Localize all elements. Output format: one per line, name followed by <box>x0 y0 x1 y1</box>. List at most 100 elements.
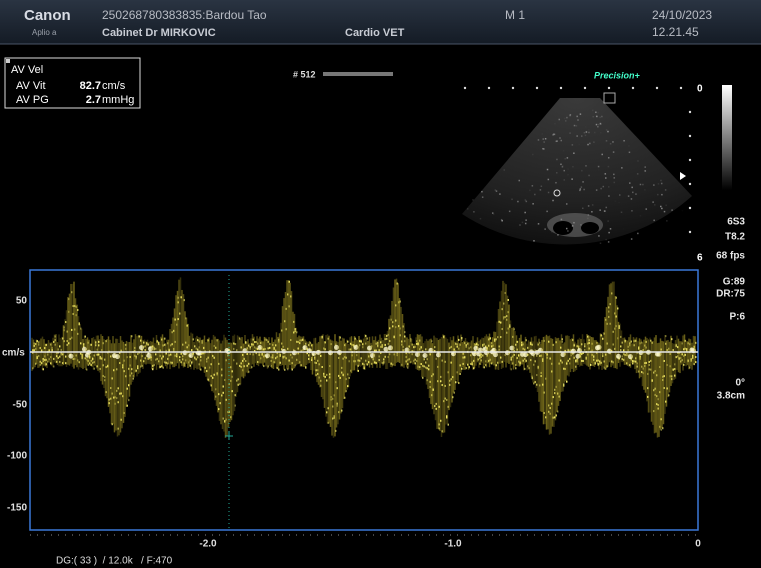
spectrum-speck <box>126 387 128 390</box>
spectrum-speck <box>539 354 541 357</box>
spectrum-speck <box>531 377 533 380</box>
spectrum-speck <box>99 357 101 360</box>
spectrum-speck <box>434 346 436 349</box>
spectrum-speck <box>195 358 197 361</box>
spectrum-speck <box>474 349 476 352</box>
speckle <box>607 157 610 159</box>
spectrum-speck <box>420 346 422 349</box>
spectrum-speck <box>563 383 565 386</box>
spectrum-speck <box>191 349 193 352</box>
spectrum-speck <box>53 365 55 368</box>
measurement-box <box>4 57 141 109</box>
spectrum-speck <box>656 395 658 398</box>
spectrum-speck <box>380 341 382 344</box>
spectrum-speck <box>351 343 353 346</box>
spectrum-speck <box>318 376 320 379</box>
spectrum-speck <box>537 367 539 370</box>
spectrum-speck <box>411 343 413 346</box>
spectrum-speck <box>156 357 158 360</box>
spectrum-speck <box>165 352 167 355</box>
spectrum-speck <box>506 318 508 321</box>
spectrum-bright <box>493 352 498 358</box>
spectrum-speck <box>116 397 118 400</box>
spectrum-speck <box>503 302 505 305</box>
spectrum-speck <box>131 372 133 375</box>
speckle <box>613 181 616 184</box>
spectrum-speck <box>395 319 397 322</box>
spectrum-speck <box>279 354 281 357</box>
spectrum-speck <box>383 360 385 363</box>
spectrum-speck <box>516 348 518 351</box>
speckle <box>541 139 543 141</box>
spectrum-speck <box>569 357 571 360</box>
spectrum-speck <box>527 346 529 349</box>
spectrum-bright <box>139 345 144 351</box>
speckle <box>500 218 503 221</box>
spectrum-speck <box>419 348 421 351</box>
scale-dot <box>631 86 635 90</box>
speckle <box>630 238 633 240</box>
spectrum-speck <box>227 411 229 414</box>
spectrum-speck <box>251 343 253 346</box>
spectrum-bright <box>302 345 308 351</box>
speckle <box>542 147 544 150</box>
meas-label: AV Vit <box>16 80 46 92</box>
speckle <box>560 139 562 142</box>
spectrum-speck <box>336 387 338 390</box>
spectrum-speck <box>647 395 649 398</box>
speckle <box>555 181 557 184</box>
spectrum-speck <box>624 339 626 342</box>
gray-bar <box>722 85 732 190</box>
spectrum-speck <box>177 296 179 299</box>
spectrum-speck <box>243 357 245 360</box>
spectrum-speck <box>318 363 320 366</box>
spectrum-speck <box>618 327 620 330</box>
spectrum-speck <box>126 404 128 407</box>
spectrum-speck <box>656 403 658 406</box>
spectrum-speck <box>288 280 290 283</box>
spectrum-speck <box>582 352 584 355</box>
spectrum-speck <box>218 393 220 396</box>
spectrum-speck <box>606 342 608 345</box>
spectrum-speck <box>543 339 545 342</box>
speckle <box>644 169 646 172</box>
time: 12.21.45 <box>652 25 699 39</box>
spectrum-speck <box>104 379 106 382</box>
depth-bottom: 6 <box>697 253 703 264</box>
spectrum-speck <box>192 352 194 355</box>
spectrum-bright <box>560 352 566 358</box>
spectrum-speck <box>645 361 647 364</box>
spectrum-speck <box>362 362 364 365</box>
spectrum-speck <box>248 370 250 373</box>
speckle <box>567 230 569 232</box>
spectrum-speck <box>695 341 697 344</box>
speckle <box>632 191 634 194</box>
spectrum-speck <box>444 384 446 387</box>
speckle <box>563 179 566 181</box>
spectrum-speck <box>458 382 460 385</box>
x-label: -2.0 <box>199 539 217 550</box>
spectrum-speck <box>57 348 59 351</box>
spectrum-speck <box>593 358 595 361</box>
spectrum-speck <box>222 385 224 388</box>
speckle <box>613 173 615 176</box>
spectrum-speck <box>456 371 458 374</box>
spectrum-speck <box>606 365 608 368</box>
spectrum-speck <box>446 398 448 401</box>
spectrum-speck <box>507 299 509 302</box>
spectrum-speck <box>281 329 283 332</box>
spectrum-speck <box>143 345 145 348</box>
speckle <box>573 152 575 154</box>
spectrum-speck <box>183 299 185 302</box>
spectrum-speck <box>239 383 241 386</box>
spectrum-speck <box>140 365 142 368</box>
speckle <box>628 145 630 147</box>
spectrum-speck <box>326 411 328 414</box>
spectrum-speck <box>204 366 206 369</box>
spectrum-speck <box>386 337 388 340</box>
spectrum-speck <box>65 362 67 365</box>
spectrum-speck <box>672 368 674 371</box>
spectrum-speck <box>410 361 412 364</box>
spectrum-speck <box>435 402 437 405</box>
spectrum-speck <box>537 343 539 346</box>
